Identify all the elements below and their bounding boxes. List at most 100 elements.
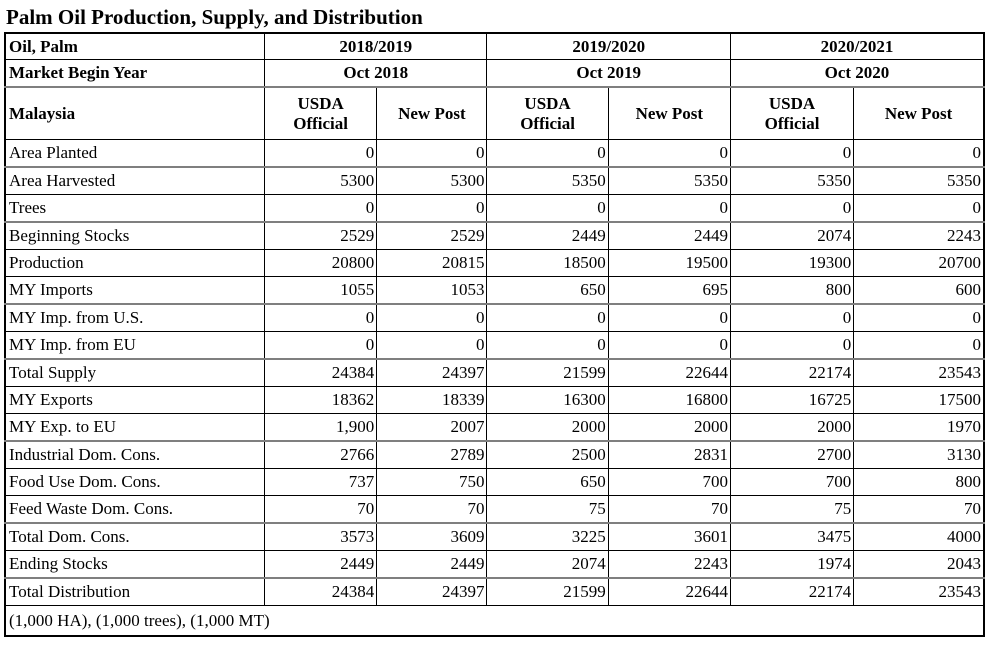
source-header-label: New Post <box>884 103 953 123</box>
cell-value: 0 <box>607 331 731 360</box>
source-header-new-post: New Post <box>853 86 985 141</box>
cell-value: 0 <box>376 331 488 360</box>
cell-value: 22644 <box>607 577 731 607</box>
cell-value: 22644 <box>607 358 731 388</box>
table-row: MY Imp. from EU 0 0 0 0 0 0 <box>4 331 985 360</box>
table-row-market-begin: Market Begin Year Oct 2018 Oct 2019 Oct … <box>4 59 985 88</box>
table-row: MY Imports 1055 1053 650 695 800 600 <box>4 276 985 305</box>
source-header-usda-official: USDA Official <box>729 86 855 141</box>
cell-value: 20700 <box>853 249 985 278</box>
cell-value: 20800 <box>264 249 378 278</box>
cell-value: 23543 <box>853 358 985 388</box>
cell-value: 1974 <box>729 550 855 579</box>
source-header-label: USDA Official <box>520 94 575 133</box>
cell-value: 3130 <box>853 440 985 470</box>
table-row: Production 20800 20815 18500 19500 19300 20700 <box>4 249 985 278</box>
cell-value: 2007 <box>376 413 488 442</box>
source-header-new-post: New Post <box>607 86 731 141</box>
cell-value: 0 <box>729 139 855 168</box>
cell-value: 2449 <box>486 221 609 251</box>
table-row-sources: Malaysia USDA Official New Post USDA Off… <box>4 86 985 141</box>
cell-value: 0 <box>264 194 378 223</box>
units-footnote: (1,000 HA), (1,000 trees), (1,000 MT) <box>4 605 985 637</box>
cell-value: 24397 <box>376 358 488 388</box>
cell-value: 0 <box>486 194 609 223</box>
cell-value: 0 <box>853 303 985 333</box>
cell-value: 5350 <box>607 166 731 196</box>
row-label: Area Planted <box>4 139 266 168</box>
cell-value: 2766 <box>264 440 378 470</box>
cell-value: 750 <box>376 468 488 497</box>
table-row-footnote: (1,000 HA), (1,000 trees), (1,000 MT) <box>4 605 985 637</box>
table-row: Area Planted 0 0 0 0 0 0 <box>4 139 985 168</box>
psd-table: Oil, Palm 2018/2019 2019/2020 2020/2021 … <box>4 32 985 638</box>
cell-value: 2000 <box>607 413 731 442</box>
source-header-label: USDA Official <box>764 94 820 133</box>
begin-month-2019: Oct 2019 <box>486 59 731 88</box>
cell-value: 0 <box>376 139 488 168</box>
cell-value: 22174 <box>729 577 855 607</box>
cell-value: 2243 <box>853 221 985 251</box>
cell-value: 0 <box>729 331 855 360</box>
table-row: Food Use Dom. Cons. 737 750 650 700 700 800 <box>4 468 985 497</box>
cell-value: 0 <box>376 194 488 223</box>
row-label: Ending Stocks <box>4 550 266 579</box>
cell-value: 0 <box>853 194 985 223</box>
cell-value: 800 <box>729 276 855 305</box>
row-label: MY Imp. from EU <box>4 331 266 360</box>
cell-value: 19500 <box>607 249 731 278</box>
cell-value: 16300 <box>486 386 609 415</box>
row-label: Feed Waste Dom. Cons. <box>4 495 266 524</box>
cell-value: 650 <box>486 276 609 305</box>
cell-value: 2043 <box>853 550 985 579</box>
table-row: MY Imp. from U.S. 0 0 0 0 0 0 <box>4 303 985 333</box>
cell-value: 0 <box>486 331 609 360</box>
cell-value: 2449 <box>264 550 378 579</box>
row-label: Trees <box>4 194 266 223</box>
cell-value: 2074 <box>486 550 609 579</box>
cell-value: 23543 <box>853 577 985 607</box>
row-label: MY Exports <box>4 386 266 415</box>
source-header-label: USDA Official <box>293 94 348 133</box>
market-begin-label: Market Begin Year <box>4 59 266 88</box>
row-label: MY Exp. to EU <box>4 413 266 442</box>
table-row: Total Dom. Cons. 3573 3609 3225 3601 3475 4000 <box>4 522 985 552</box>
cell-value: 5350 <box>853 166 985 196</box>
country-label: Malaysia <box>4 86 266 141</box>
cell-value: 3601 <box>607 522 731 552</box>
row-label: Beginning Stocks <box>4 221 266 251</box>
table-row: Feed Waste Dom. Cons. 70 70 75 70 75 70 <box>4 495 985 524</box>
cell-value: 650 <box>486 468 609 497</box>
row-label: Total Distribution <box>4 577 266 607</box>
cell-value: 24397 <box>376 577 488 607</box>
cell-value: 1970 <box>853 413 985 442</box>
cell-value: 19300 <box>729 249 855 278</box>
cell-value: 2500 <box>486 440 609 470</box>
cell-value: 18339 <box>376 386 488 415</box>
cell-value: 16800 <box>607 386 731 415</box>
row-label: Food Use Dom. Cons. <box>4 468 266 497</box>
cell-value: 2074 <box>729 221 855 251</box>
cell-value: 75 <box>729 495 855 524</box>
cell-value: 2449 <box>607 221 731 251</box>
row-label: Total Dom. Cons. <box>4 522 266 552</box>
cell-value: 1,900 <box>264 413 378 442</box>
year-header-2020-2021: 2020/2021 <box>729 32 985 61</box>
cell-value: 21599 <box>486 577 609 607</box>
cell-value: 2449 <box>376 550 488 579</box>
cell-value: 600 <box>853 276 985 305</box>
cell-value: 0 <box>607 194 731 223</box>
cell-value: 695 <box>607 276 731 305</box>
source-header-new-post: New Post <box>376 86 488 141</box>
cell-value: 2700 <box>729 440 855 470</box>
cell-value: 70 <box>607 495 731 524</box>
cell-value: 70 <box>264 495 378 524</box>
cell-value: 3225 <box>486 522 609 552</box>
cell-value: 24384 <box>264 577 378 607</box>
row-label: Total Supply <box>4 358 266 388</box>
cell-value: 1053 <box>376 276 488 305</box>
row-label: Production <box>4 249 266 278</box>
cell-value: 0 <box>607 303 731 333</box>
row-label: Area Harvested <box>4 166 266 196</box>
